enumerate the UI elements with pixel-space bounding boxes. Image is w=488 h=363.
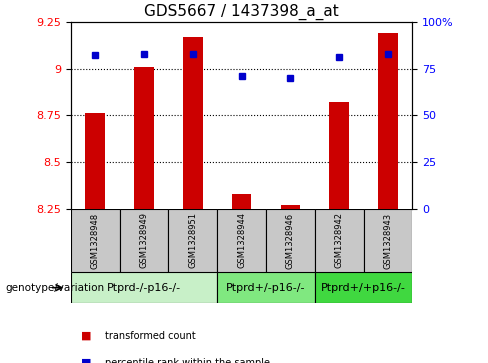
Text: GSM1328951: GSM1328951 — [188, 212, 197, 269]
Text: GSM1328948: GSM1328948 — [91, 212, 100, 269]
Text: Ptprd-/-p16-/-: Ptprd-/-p16-/- — [107, 283, 181, 293]
Text: ■: ■ — [81, 331, 91, 341]
Bar — [71, 272, 217, 303]
Bar — [315, 209, 364, 272]
Bar — [266, 209, 315, 272]
Bar — [217, 272, 315, 303]
Bar — [134, 67, 154, 209]
Text: Ptprd+/+p16-/-: Ptprd+/+p16-/- — [321, 283, 406, 293]
Text: GSM1328949: GSM1328949 — [140, 212, 148, 269]
Text: percentile rank within the sample: percentile rank within the sample — [105, 358, 270, 363]
Text: GSM1328943: GSM1328943 — [384, 212, 392, 269]
Text: transformed count: transformed count — [105, 331, 196, 341]
Bar — [315, 272, 412, 303]
Title: GDS5667 / 1437398_a_at: GDS5667 / 1437398_a_at — [144, 4, 339, 20]
Text: GSM1328942: GSM1328942 — [335, 212, 344, 269]
Text: ■: ■ — [81, 358, 91, 363]
Bar — [329, 102, 349, 209]
Bar — [71, 209, 120, 272]
Text: genotype/variation: genotype/variation — [5, 283, 104, 293]
Bar — [378, 33, 398, 209]
Bar — [168, 209, 217, 272]
Text: GSM1328944: GSM1328944 — [237, 212, 246, 269]
Bar — [85, 113, 105, 209]
Text: GSM1328946: GSM1328946 — [286, 212, 295, 269]
Bar — [232, 194, 251, 209]
Bar — [281, 205, 300, 209]
Bar — [364, 209, 412, 272]
Bar — [217, 209, 266, 272]
Text: Ptprd+/-p16-/-: Ptprd+/-p16-/- — [226, 283, 305, 293]
Bar — [183, 37, 203, 209]
Bar — [120, 209, 168, 272]
